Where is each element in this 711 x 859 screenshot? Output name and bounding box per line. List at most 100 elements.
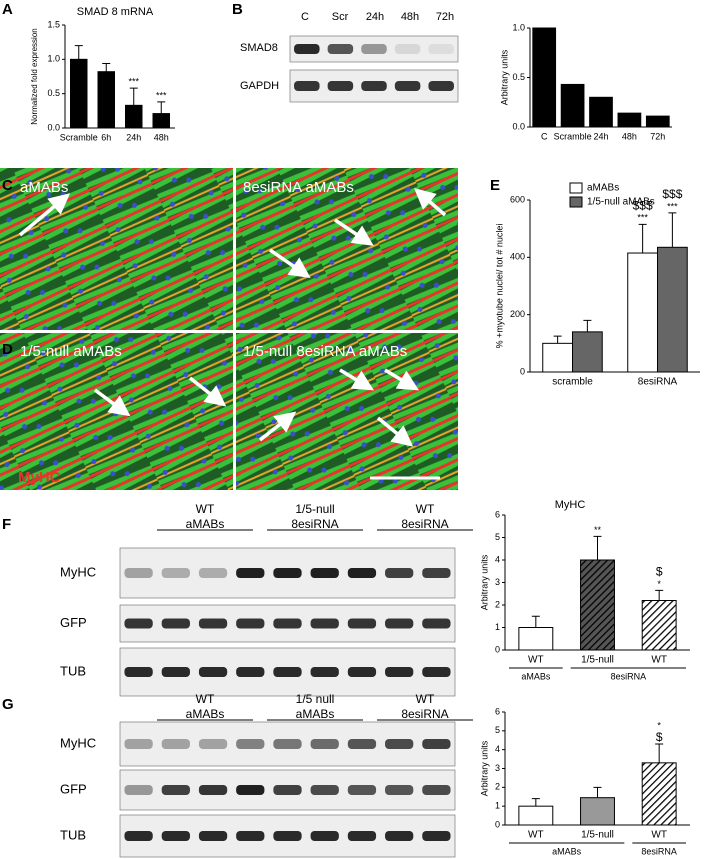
- y-tick-label: 2: [495, 782, 500, 792]
- band: [198, 568, 228, 578]
- panel-label: G: [2, 696, 14, 713]
- band: [124, 785, 153, 795]
- bar: [560, 83, 585, 128]
- panel-label: C: [2, 177, 13, 194]
- band: [198, 739, 228, 749]
- legend-swatch: [569, 182, 583, 194]
- band: [422, 831, 451, 841]
- x-tick-label: 6h: [101, 132, 111, 142]
- y-tick-label: 4: [495, 744, 500, 754]
- row-label: TUB: [60, 827, 86, 842]
- band: [236, 785, 265, 795]
- band: [236, 618, 265, 629]
- x-tick-label: Scramble: [60, 132, 98, 142]
- panel-label: B: [232, 1, 243, 18]
- legend-label: 1/5-null aMABs: [587, 197, 655, 208]
- y-axis-label: Arbitrary units: [479, 554, 489, 610]
- bar: [542, 342, 573, 373]
- error-bar: [668, 212, 677, 248]
- group-label: WT: [416, 692, 435, 706]
- image-c1: [0, 168, 233, 330]
- band: [124, 831, 153, 841]
- row-label: GAPDH: [240, 80, 279, 92]
- band: [327, 44, 354, 54]
- band: [236, 568, 265, 578]
- error-bar: [157, 101, 166, 114]
- bar: [627, 252, 658, 373]
- image-label: 1/5-null aMABs: [20, 343, 122, 360]
- annotation: ***: [637, 213, 648, 223]
- band: [385, 568, 414, 578]
- bar: [125, 104, 143, 129]
- x-tick-label: 72h: [650, 131, 665, 141]
- group-label: aMABs: [552, 846, 582, 856]
- x-tick-label: WT: [651, 655, 667, 666]
- band: [310, 739, 339, 749]
- band: [428, 81, 454, 91]
- y-tick-label: 6: [495, 706, 500, 716]
- band: [198, 618, 228, 629]
- bar: [572, 331, 603, 373]
- group-label: aMABs: [521, 671, 551, 681]
- band: [347, 667, 377, 677]
- band: [422, 667, 451, 677]
- panel-label: E: [490, 177, 500, 194]
- y-axis-label: Arbitrary units: [499, 49, 509, 105]
- band: [394, 81, 421, 91]
- image-label: 1/5-null 8esiRNA aMABs: [243, 343, 407, 360]
- arrows: [18, 188, 447, 447]
- bar: [580, 559, 615, 651]
- band: [310, 568, 339, 578]
- y-tick-label: 3: [495, 577, 500, 587]
- band: [385, 785, 414, 795]
- group-label: WT: [196, 502, 215, 516]
- group-label: aMABs: [296, 707, 335, 721]
- group-label: WT: [416, 502, 435, 516]
- band: [422, 785, 451, 795]
- y-tick-label: 1: [495, 622, 500, 632]
- y-tick-label: 5: [495, 532, 500, 542]
- error-bar: [74, 45, 83, 60]
- lane-label: 72h: [436, 11, 454, 23]
- lane-label: 24h: [366, 11, 384, 23]
- image-label: aMABs: [20, 179, 68, 196]
- band: [361, 44, 387, 54]
- band: [236, 831, 265, 841]
- row-label: MyHC: [60, 735, 96, 750]
- band: [347, 739, 377, 749]
- band: [124, 667, 153, 677]
- row-label: GFP: [60, 781, 87, 796]
- band: [161, 618, 190, 629]
- group-label: 1/5 null: [296, 692, 335, 706]
- y-axis-label: % +myotube nuclei/ tot # nuclei: [494, 224, 504, 349]
- band: [310, 831, 339, 841]
- bar: [657, 246, 688, 373]
- band: [385, 831, 414, 841]
- band: [273, 568, 302, 578]
- error-bar: [593, 786, 602, 798]
- group-label: 8esiRNA: [401, 707, 448, 721]
- y-tick-label: 600: [510, 194, 525, 204]
- group-label: WT: [196, 692, 215, 706]
- band: [124, 568, 153, 578]
- band: [198, 785, 228, 795]
- band: [198, 667, 228, 677]
- bar: [70, 58, 88, 129]
- x-tick-label: 1/5-null: [581, 655, 614, 666]
- lane-label: C: [301, 11, 309, 23]
- legend-label: aMABs: [587, 183, 619, 194]
- band: [273, 831, 302, 841]
- bar: [532, 27, 557, 128]
- y-tick-label: 0: [520, 366, 525, 376]
- error-bar: [638, 223, 647, 254]
- group-label: aMABs: [186, 517, 225, 531]
- x-tick-label: 48h: [622, 131, 637, 141]
- y-tick-label: 2: [495, 599, 500, 609]
- y-tick-label: 5: [495, 725, 500, 735]
- error-bar: [531, 798, 540, 807]
- annotation: $: [656, 565, 663, 579]
- band: [161, 831, 190, 841]
- band: [198, 831, 228, 841]
- bar: [617, 112, 642, 128]
- y-axis-label: Normalized fold expression: [30, 28, 39, 125]
